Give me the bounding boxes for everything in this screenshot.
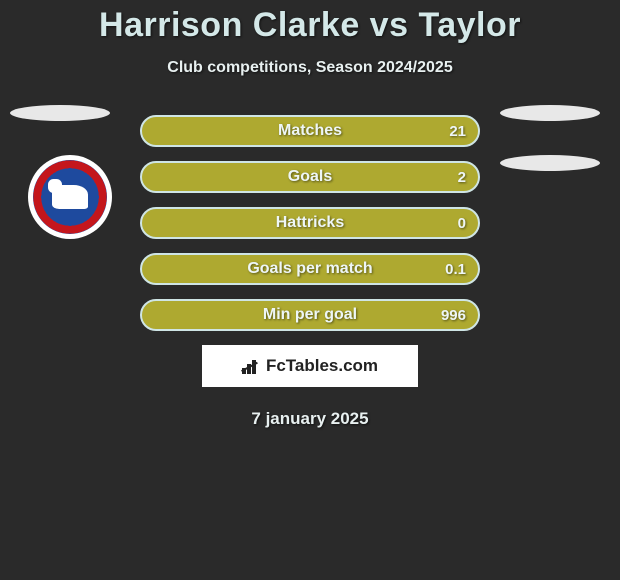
horse-icon bbox=[52, 185, 88, 209]
stat-bars: Matches 21 Goals 2 Hattricks 0 Goals per… bbox=[140, 115, 480, 331]
stat-label: Hattricks bbox=[142, 214, 478, 232]
stats-area: Matches 21 Goals 2 Hattricks 0 Goals per… bbox=[0, 115, 620, 331]
player-blob bbox=[500, 105, 600, 121]
stat-bar: Goals 2 bbox=[140, 161, 480, 193]
stat-bar: Hattricks 0 bbox=[140, 207, 480, 239]
stat-value: 0.1 bbox=[445, 261, 466, 278]
stat-value: 0 bbox=[458, 215, 466, 232]
stat-label: Goals per match bbox=[142, 260, 478, 278]
right-player-column bbox=[500, 105, 600, 205]
stat-value: 21 bbox=[449, 123, 466, 140]
brand-text: FcTables.com bbox=[266, 356, 378, 376]
stat-bar: Matches 21 bbox=[140, 115, 480, 147]
chart-icon bbox=[242, 358, 262, 374]
crest-inner bbox=[33, 160, 107, 234]
stat-value: 2 bbox=[458, 169, 466, 186]
subtitle: Club competitions, Season 2024/2025 bbox=[0, 59, 620, 77]
page-title: Harrison Clarke vs Taylor bbox=[0, 6, 620, 45]
left-player-column bbox=[10, 105, 110, 239]
date: 7 january 2025 bbox=[0, 409, 620, 429]
club-crest bbox=[28, 155, 112, 239]
stat-label: Matches bbox=[142, 122, 478, 140]
stat-label: Goals bbox=[142, 168, 478, 186]
stat-bar: Min per goal 996 bbox=[140, 299, 480, 331]
comparison-card: Harrison Clarke vs Taylor Club competiti… bbox=[0, 0, 620, 429]
brand: FcTables.com bbox=[242, 356, 378, 376]
stat-label: Min per goal bbox=[142, 306, 478, 324]
stat-bar: Goals per match 0.1 bbox=[140, 253, 480, 285]
player-blob bbox=[500, 155, 600, 171]
brand-box: FcTables.com bbox=[202, 345, 418, 387]
player-blob bbox=[10, 105, 110, 121]
stat-value: 996 bbox=[441, 307, 466, 324]
